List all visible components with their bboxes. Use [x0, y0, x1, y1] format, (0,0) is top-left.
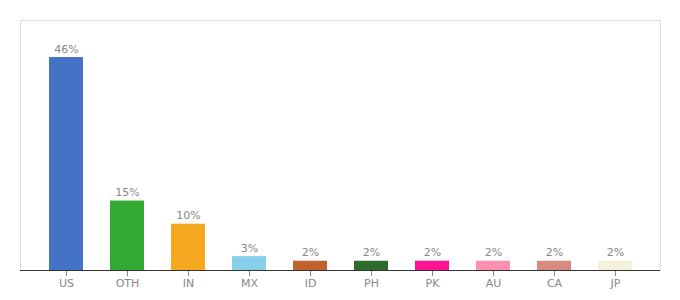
svg-text:46%: 46%	[54, 43, 78, 56]
svg-text:3%: 3%	[241, 242, 258, 255]
svg-text:2%: 2%	[424, 246, 441, 259]
svg-text:MX: MX	[241, 277, 258, 290]
svg-text:US: US	[59, 277, 74, 290]
svg-text:2%: 2%	[607, 246, 624, 259]
svg-text:OTH: OTH	[116, 277, 140, 290]
svg-text:2%: 2%	[485, 246, 502, 259]
svg-text:JP: JP	[610, 277, 621, 290]
svg-text:AU: AU	[486, 277, 502, 290]
svg-text:2%: 2%	[546, 246, 563, 259]
svg-text:10%: 10%	[176, 209, 200, 222]
svg-text:2%: 2%	[302, 246, 319, 259]
svg-text:PH: PH	[364, 277, 379, 290]
svg-text:15%: 15%	[115, 186, 139, 199]
svg-text:PK: PK	[426, 277, 441, 290]
svg-text:IN: IN	[183, 277, 194, 290]
svg-text:2%: 2%	[363, 246, 380, 259]
svg-text:CA: CA	[547, 277, 563, 290]
svg-text:ID: ID	[305, 277, 317, 290]
